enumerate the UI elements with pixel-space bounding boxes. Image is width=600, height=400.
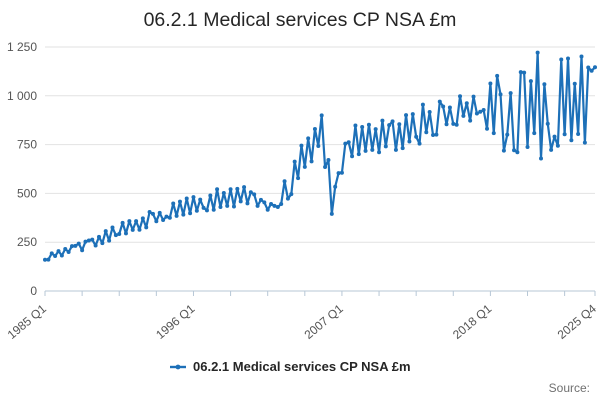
svg-text:1996 Q1: 1996 Q1 [153,301,198,342]
svg-text:0: 0 [30,284,37,298]
svg-text:2025 Q4: 2025 Q4 [555,301,600,342]
svg-text:06.2.1 Medical services CP NSA: 06.2.1 Medical services CP NSA £m [193,359,411,374]
svg-text:1 000: 1 000 [7,89,37,103]
svg-text:500: 500 [17,186,37,200]
svg-text:1 250: 1 250 [7,40,37,54]
svg-text:750: 750 [17,138,37,152]
svg-text:2018 Q1: 2018 Q1 [450,301,495,342]
svg-text:1985 Q1: 1985 Q1 [5,301,50,342]
svg-text:2007 Q1: 2007 Q1 [302,301,347,342]
svg-text:250: 250 [17,235,37,249]
